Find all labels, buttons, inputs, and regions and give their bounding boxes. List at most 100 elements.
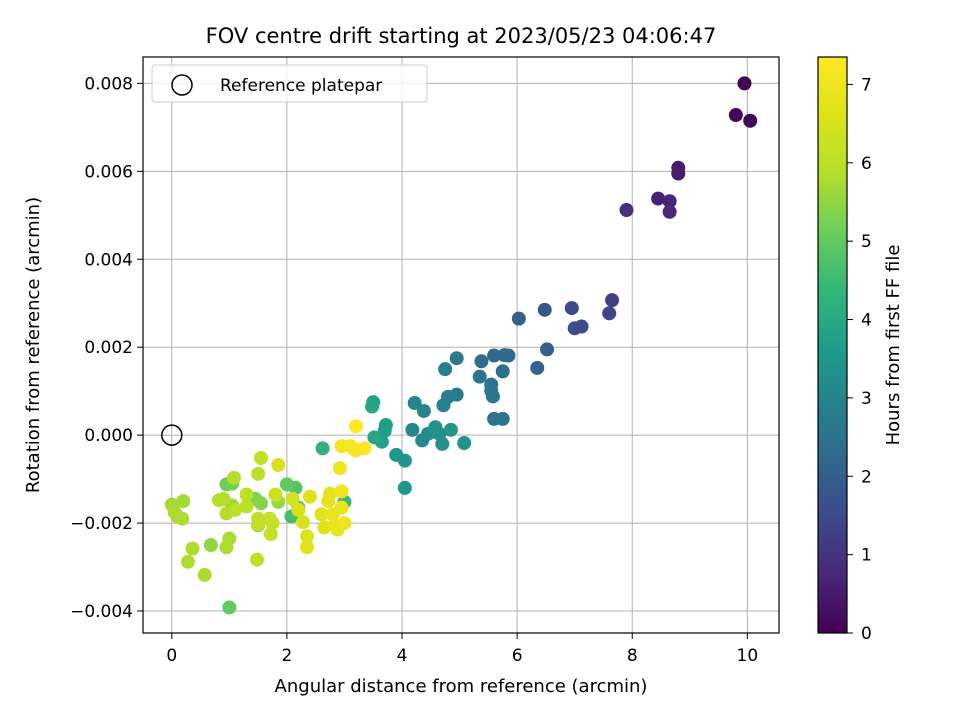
colorbar-ticks: 0 1 2 3 4 5 6 7 [847,75,872,644]
scatter-point [337,516,352,531]
scatter-point [323,486,338,501]
scatter-point [435,436,450,451]
scatter-point [511,311,526,326]
scatter-point [662,194,677,209]
scatter-point [472,369,487,384]
scatter-point [457,436,472,451]
scatter-point [315,441,330,456]
scatter-point [407,396,422,411]
scatter-point [268,487,283,502]
scatter-point [438,362,453,377]
scatter-point [314,507,329,522]
scatter-point [574,319,589,334]
scatter-point [334,500,349,515]
y-axis-label: Rotation from reference (arcmin) [23,197,44,493]
scatter-point [222,600,237,615]
colorbar-tick-label: 3 [861,389,872,409]
scatter-point [263,527,278,542]
scatter-point [540,342,555,357]
colorbar: 0 1 2 3 4 5 6 7 Hours from first FF file [817,56,904,644]
scatter-point [365,399,380,414]
scatter-point [605,293,620,308]
scatter-point [619,203,634,218]
scatter-point [357,441,372,456]
scatter-point [743,113,758,128]
scatter-point [185,541,200,556]
scatter-point [397,480,412,495]
scatter-point [416,403,431,418]
scatter-point [302,489,317,504]
grid-lines [143,57,779,633]
scatter-point [651,191,666,206]
y-tick-label: −0.002 [70,514,133,534]
chart-title: FOV centre drift starting at 2023/05/23 … [206,24,717,48]
plot-frame [142,56,780,634]
colorbar-tick-label: 4 [861,311,872,331]
scatter-point [564,301,579,316]
y-axis-ticks: −0.004 −0.002 0.000 0.002 0.004 0.006 0.008 [70,74,143,622]
scatter-point [377,423,392,438]
scatter-point [300,540,315,555]
scatter-point [334,484,349,499]
y-tick-label: 0.004 [84,250,133,270]
colorbar-tick-label: 7 [861,75,872,95]
x-tick-label: 6 [512,646,523,666]
colorbar-tick-label: 1 [861,546,872,566]
scatter-point [602,306,617,321]
scatter-point [487,348,502,363]
scatter-point [216,491,231,506]
scatter-point [253,451,268,466]
y-tick-label: 0.000 [84,426,133,446]
scatter-point [662,204,677,219]
y-tick-label: 0.002 [84,338,133,358]
x-tick-label: 0 [166,646,177,666]
scatter-point [228,502,243,517]
scatter-point [405,422,420,437]
scatter-point [443,422,458,437]
colorbar-tick-label: 0 [861,624,872,644]
scatter-point [348,419,363,434]
scatter-point [497,348,512,363]
colorbar-tick-label: 2 [861,467,872,487]
legend-open-circle-marker [171,74,193,96]
scatter-point [265,516,280,531]
y-tick-label: −0.004 [70,602,133,622]
scatter-point [271,458,286,473]
legend-label: Reference platepar [220,76,382,96]
scatter-point [239,487,254,502]
scatter-point [296,515,311,530]
scatter-point [226,470,241,485]
scatter-point [728,108,743,123]
y-tick-label: 0.006 [84,162,133,182]
scatter-point [203,538,218,553]
scatter-point [737,76,752,91]
x-tick-label: 10 [737,646,759,666]
x-tick-label: 2 [281,646,292,666]
x-axis-label: Angular distance from reference (arcmin) [275,676,648,697]
scatter-point [530,360,545,375]
x-tick-label: 8 [627,646,638,666]
colorbar-tick-label: 5 [861,232,872,252]
x-axis-ticks: 0 2 4 6 8 10 [166,633,758,666]
scatter-point [300,529,315,544]
x-tick-label: 4 [397,646,408,666]
scatter-point [449,351,464,366]
y-tick-label: 0.008 [84,74,133,94]
scatter-point [279,477,294,492]
data-points [161,76,758,615]
colorbar-tick-label: 6 [861,154,872,174]
scatter-point [495,411,510,426]
scatter-point [397,453,412,468]
scatter-point [367,430,382,445]
scatter-point [671,166,686,181]
reference-platepar-marker [161,424,183,446]
scatter-point [436,398,451,413]
scatter-point [197,567,212,582]
scatter-point [253,496,268,511]
scatter-point [175,511,190,526]
scatter-point [495,364,510,379]
scatter-point [222,531,237,546]
scatter-point [249,552,264,567]
legend: Reference platepar [151,64,428,103]
